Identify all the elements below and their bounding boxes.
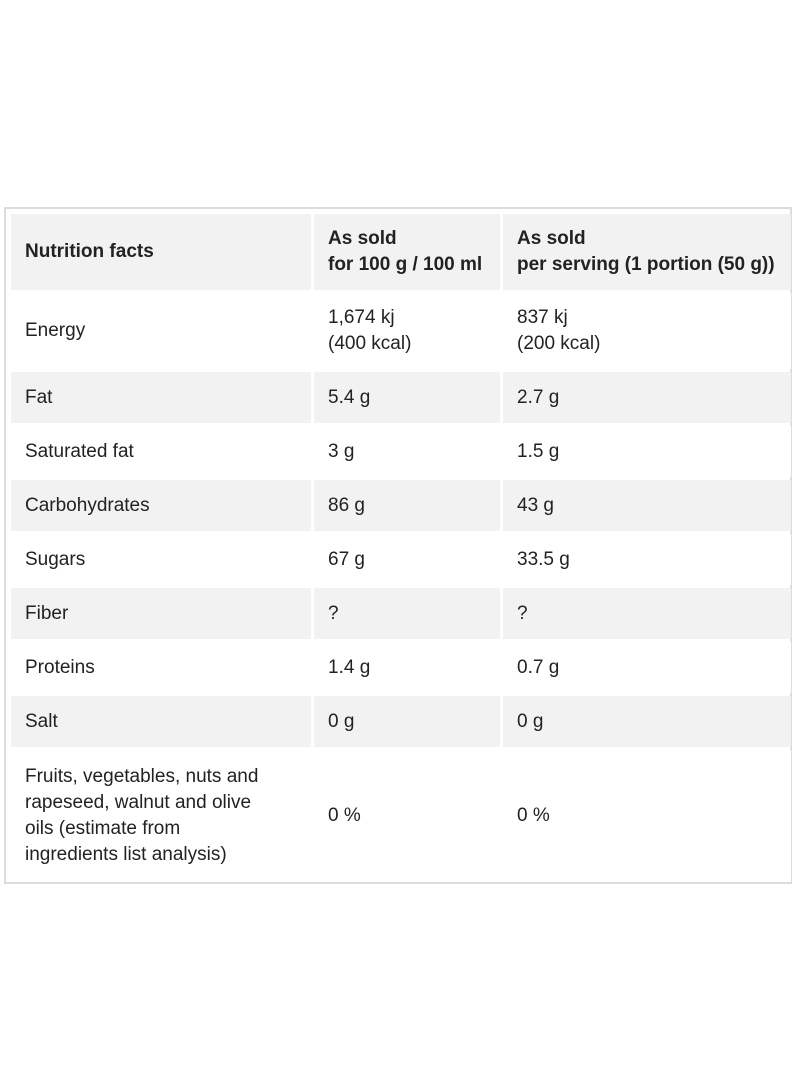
- header-nutrition-facts: Nutrition facts: [11, 214, 311, 290]
- row-label: Fat: [11, 372, 311, 423]
- header-per-100g: As sold for 100 g / 100 ml: [314, 214, 500, 290]
- row-value-per-100: 3 g: [314, 426, 500, 477]
- table-row-fiber: Fiber ? ?: [11, 588, 791, 639]
- table-row-saturated-fat: Saturated fat 3 g 1.5 g: [11, 426, 791, 477]
- header-per-serving: As sold per serving (1 portion (50 g)): [503, 214, 791, 290]
- row-value-per-serving: 1.5 g: [503, 426, 791, 477]
- row-label: Salt: [11, 696, 311, 747]
- table-row-proteins: Proteins 1.4 g 0.7 g: [11, 642, 791, 693]
- table-row-sugars: Sugars 67 g 33.5 g: [11, 534, 791, 585]
- table-row-carbohydrates: Carbohydrates 86 g 43 g: [11, 480, 791, 531]
- nutrition-facts-table: Nutrition facts As sold for 100 g / 100 …: [8, 211, 794, 885]
- row-value-per-serving: ?: [503, 588, 791, 639]
- row-label: Fiber: [11, 588, 311, 639]
- row-value-per-100: 0 %: [314, 750, 500, 882]
- row-value-per-100: 67 g: [314, 534, 500, 585]
- row-value-per-100: 86 g: [314, 480, 500, 531]
- table-row-fat: Fat 5.4 g 2.7 g: [11, 372, 791, 423]
- row-value-per-serving: 43 g: [503, 480, 791, 531]
- row-value-per-serving: 33.5 g: [503, 534, 791, 585]
- table-row-energy: Energy 1,674 kj (400 kcal) 837 kj (200 k…: [11, 293, 791, 369]
- row-value-per-100: 5.4 g: [314, 372, 500, 423]
- table-row-fruits-vegetables: Fruits, vegetables, nuts and rapeseed, w…: [11, 750, 791, 882]
- row-value-per-serving: 0 %: [503, 750, 791, 882]
- row-value-per-serving: 837 kj (200 kcal): [503, 293, 791, 369]
- row-label: Energy: [11, 293, 311, 369]
- row-label: Fruits, vegetables, nuts and rapeseed, w…: [11, 750, 311, 882]
- table-header-row: Nutrition facts As sold for 100 g / 100 …: [11, 214, 791, 290]
- row-label: Proteins: [11, 642, 311, 693]
- row-label: Saturated fat: [11, 426, 311, 477]
- row-value-per-100: 1.4 g: [314, 642, 500, 693]
- row-value-per-100: 1,674 kj (400 kcal): [314, 293, 500, 369]
- row-value-per-serving: 2.7 g: [503, 372, 791, 423]
- row-label: Carbohydrates: [11, 480, 311, 531]
- table-row-salt: Salt 0 g 0 g: [11, 696, 791, 747]
- row-value-per-serving: 0.7 g: [503, 642, 791, 693]
- row-value-per-100: ?: [314, 588, 500, 639]
- nutrition-table-frame: Nutrition facts As sold for 100 g / 100 …: [4, 207, 792, 884]
- row-value-per-100: 0 g: [314, 696, 500, 747]
- row-label: Sugars: [11, 534, 311, 585]
- row-value-per-serving: 0 g: [503, 696, 791, 747]
